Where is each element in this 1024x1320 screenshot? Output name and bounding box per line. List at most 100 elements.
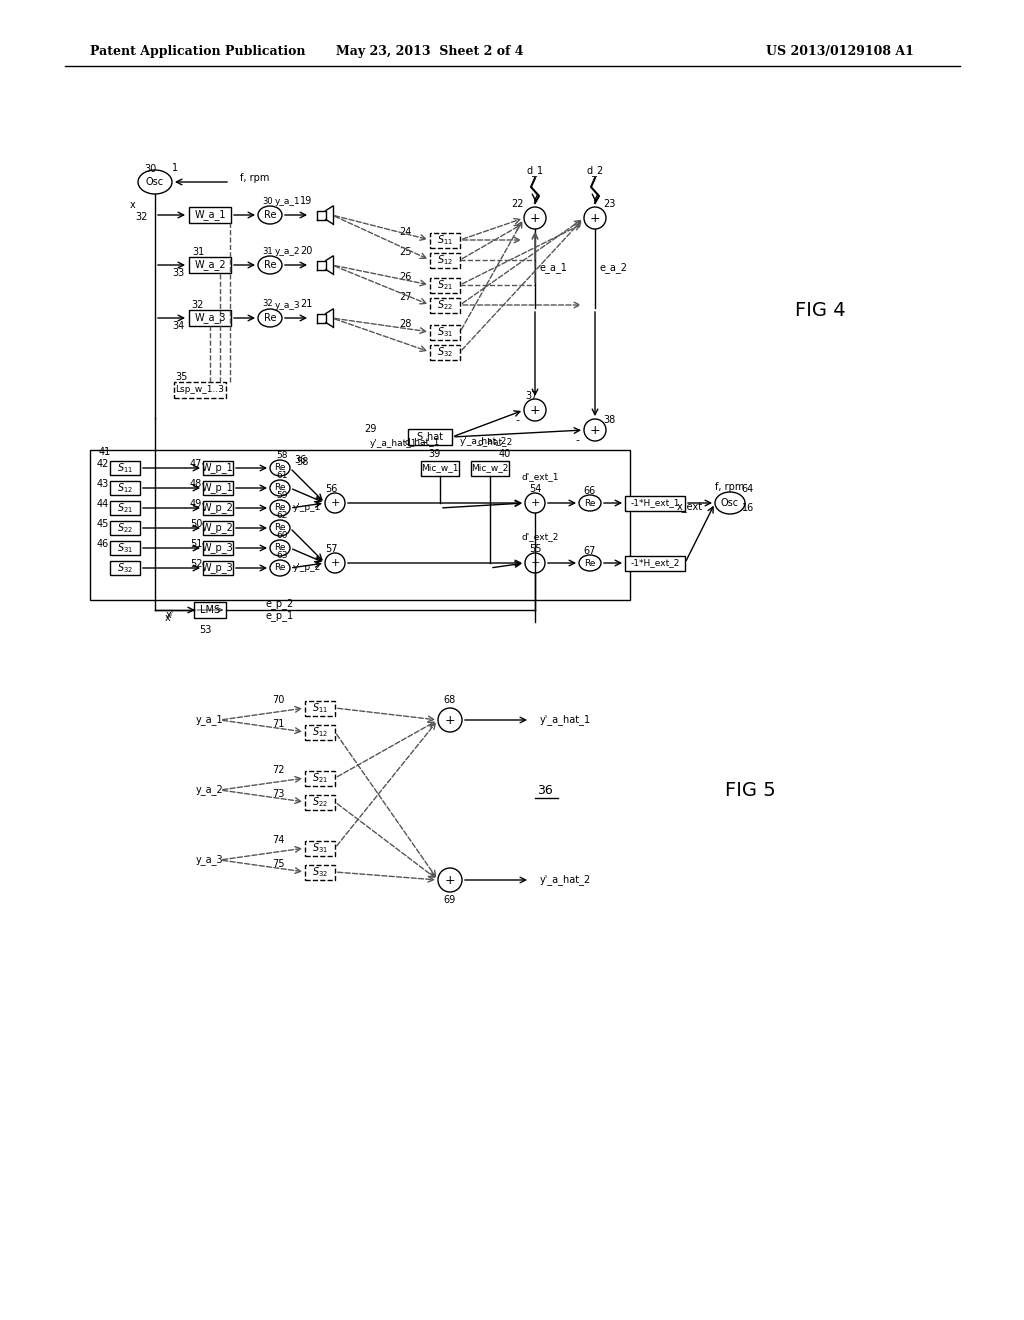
Circle shape bbox=[524, 399, 546, 421]
Text: W_a_2: W_a_2 bbox=[195, 260, 226, 271]
Text: -1*H_ext_2: -1*H_ext_2 bbox=[631, 558, 680, 568]
Text: 67: 67 bbox=[584, 546, 596, 556]
Text: +: + bbox=[444, 714, 456, 726]
Text: +: + bbox=[331, 498, 340, 508]
Text: +: + bbox=[444, 874, 456, 887]
Text: Lsp_w_1..3: Lsp_w_1..3 bbox=[175, 385, 224, 395]
Circle shape bbox=[525, 553, 545, 573]
Text: 32: 32 bbox=[263, 300, 273, 309]
Text: 63: 63 bbox=[276, 552, 288, 561]
Text: 28: 28 bbox=[398, 319, 412, 329]
Text: 61: 61 bbox=[276, 471, 288, 480]
Text: 53: 53 bbox=[199, 624, 211, 635]
Text: 51: 51 bbox=[189, 539, 202, 549]
Text: 30: 30 bbox=[144, 164, 156, 174]
Ellipse shape bbox=[715, 492, 745, 513]
Text: 22: 22 bbox=[511, 199, 523, 209]
Text: 24: 24 bbox=[398, 227, 412, 238]
Text: 27: 27 bbox=[398, 292, 412, 302]
FancyBboxPatch shape bbox=[305, 795, 335, 809]
Text: x: x bbox=[130, 201, 136, 210]
Text: $S_{11}$: $S_{11}$ bbox=[312, 701, 328, 715]
Text: Re: Re bbox=[585, 558, 596, 568]
Text: e_a_1: e_a_1 bbox=[540, 263, 568, 273]
FancyBboxPatch shape bbox=[430, 345, 460, 359]
Text: 23: 23 bbox=[603, 199, 615, 209]
Text: 36: 36 bbox=[538, 784, 553, 796]
Text: 35: 35 bbox=[176, 372, 188, 381]
Ellipse shape bbox=[270, 500, 290, 516]
Text: d_hat_1: d_hat_1 bbox=[404, 437, 439, 446]
Text: y_a_1: y_a_1 bbox=[197, 714, 224, 726]
FancyBboxPatch shape bbox=[194, 602, 226, 618]
Text: 71: 71 bbox=[271, 719, 285, 729]
Text: Re: Re bbox=[274, 463, 286, 473]
FancyBboxPatch shape bbox=[471, 461, 509, 475]
FancyBboxPatch shape bbox=[189, 257, 231, 273]
Circle shape bbox=[438, 708, 462, 733]
FancyBboxPatch shape bbox=[421, 461, 459, 475]
Text: S_hat: S_hat bbox=[417, 432, 443, 442]
Text: +: + bbox=[590, 211, 600, 224]
Text: 48: 48 bbox=[189, 479, 202, 488]
Text: W_p_2: W_p_2 bbox=[202, 523, 233, 533]
FancyBboxPatch shape bbox=[430, 297, 460, 313]
FancyBboxPatch shape bbox=[110, 521, 140, 535]
Ellipse shape bbox=[270, 560, 290, 576]
Text: 57: 57 bbox=[325, 544, 337, 554]
Text: y_a_3: y_a_3 bbox=[275, 301, 301, 309]
Text: y'_a_hat_1: y'_a_hat_1 bbox=[370, 438, 418, 447]
Text: Re: Re bbox=[274, 483, 286, 492]
Text: y_a_2: y_a_2 bbox=[197, 784, 224, 796]
Text: x': x' bbox=[166, 610, 174, 620]
FancyBboxPatch shape bbox=[203, 561, 233, 576]
Text: $S_{21}$: $S_{21}$ bbox=[312, 771, 328, 785]
Text: Osc: Osc bbox=[146, 177, 164, 187]
FancyBboxPatch shape bbox=[110, 461, 140, 475]
Text: d'_ext_2: d'_ext_2 bbox=[521, 532, 559, 541]
FancyBboxPatch shape bbox=[408, 429, 452, 445]
Ellipse shape bbox=[270, 540, 290, 556]
Text: 49: 49 bbox=[189, 499, 202, 510]
Text: 54: 54 bbox=[528, 484, 542, 494]
Text: 64: 64 bbox=[741, 484, 754, 494]
Text: 33: 33 bbox=[172, 268, 184, 279]
Text: $S_{22}$: $S_{22}$ bbox=[117, 521, 133, 535]
Text: Mic_w_2: Mic_w_2 bbox=[471, 463, 509, 473]
Text: FIG 4: FIG 4 bbox=[795, 301, 846, 319]
Text: $S_{31}$: $S_{31}$ bbox=[437, 325, 453, 339]
Text: 74: 74 bbox=[271, 836, 285, 845]
Text: $S_{22}$: $S_{22}$ bbox=[437, 298, 453, 312]
Text: x': x' bbox=[165, 612, 173, 623]
Text: d_1: d_1 bbox=[526, 165, 544, 177]
Ellipse shape bbox=[270, 520, 290, 536]
Text: 50: 50 bbox=[189, 519, 202, 529]
Text: +: + bbox=[590, 424, 600, 437]
Text: LMS: LMS bbox=[200, 605, 220, 615]
Text: W_a_3: W_a_3 bbox=[195, 313, 225, 323]
Text: 47: 47 bbox=[189, 459, 202, 469]
FancyBboxPatch shape bbox=[305, 841, 335, 855]
Ellipse shape bbox=[579, 554, 601, 572]
Text: 75: 75 bbox=[271, 859, 285, 869]
Text: 30: 30 bbox=[263, 197, 273, 206]
Text: 25: 25 bbox=[398, 247, 412, 257]
Text: 41: 41 bbox=[99, 447, 112, 457]
Text: -: - bbox=[575, 436, 579, 445]
Text: 70: 70 bbox=[271, 696, 285, 705]
Text: 36: 36 bbox=[294, 455, 306, 465]
Text: y'_a_hat_2: y'_a_hat_2 bbox=[540, 875, 591, 886]
Text: 68: 68 bbox=[443, 696, 456, 705]
Text: -: - bbox=[515, 414, 519, 425]
Text: 56: 56 bbox=[325, 484, 337, 494]
FancyBboxPatch shape bbox=[305, 725, 335, 739]
FancyBboxPatch shape bbox=[430, 277, 460, 293]
Text: Re: Re bbox=[264, 260, 276, 271]
FancyBboxPatch shape bbox=[203, 541, 233, 554]
FancyBboxPatch shape bbox=[174, 381, 226, 399]
Ellipse shape bbox=[270, 459, 290, 477]
Text: +: + bbox=[530, 498, 540, 508]
Text: Re: Re bbox=[264, 210, 276, 220]
Text: $S_{21}$: $S_{21}$ bbox=[437, 279, 453, 292]
Text: W_p_3: W_p_3 bbox=[202, 543, 233, 553]
